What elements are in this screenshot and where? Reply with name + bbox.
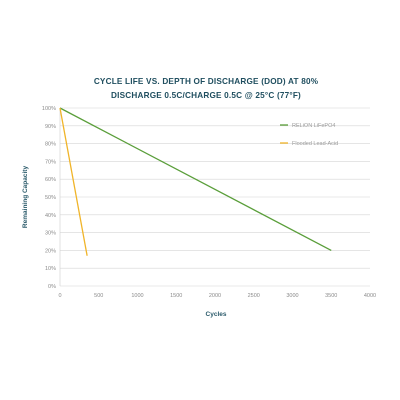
y-tick-label: 10% [45,266,56,272]
y-tick-label: 0% [48,284,56,290]
legend-label: Flooded Lead-Acid [292,141,338,147]
series-line [59,107,332,251]
x-tick-label: 2000 [209,293,221,299]
y-tick-label: 70% [45,159,56,165]
x-tick-label: 4000 [364,293,376,299]
x-tick-label: 3500 [325,293,337,299]
y-tick-label: 100% [42,106,56,112]
y-tick-label: 40% [45,213,56,219]
x-tick-label: 3000 [286,293,298,299]
grid-lines [59,107,370,287]
x-tick-label: 0 [58,293,61,299]
chart-title-line-1: CYCLE LIFE VS. DEPTH OF DISCHARGE (DOD) … [94,77,319,86]
x-tick-label: 1500 [170,293,182,299]
x-axis-title: Cycles [206,311,227,318]
y-tick-label: 60% [45,177,56,183]
y-tick-label: 80% [45,142,56,148]
x-axis-ticks: 0 500 1000 1500 2000 2500 3000 3500 4000 [58,293,376,299]
y-tick-label: 20% [45,248,56,254]
y-axis-ticks: 0% 10% 20% 30% 40% 50% 60% 70% 80% 90% 100% [42,106,56,290]
y-tick-label: 30% [45,231,56,237]
x-tick-label: 500 [94,293,103,299]
x-tick-label: 2500 [248,293,260,299]
x-tick-label: 1000 [131,293,143,299]
legend: RELiON LiFePO4 Flooded Lead-Acid [280,123,338,147]
legend-label: RELiON LiFePO4 [292,123,335,129]
chart-title-line-2: DISCHARGE 0.5C/CHARGE 0.5C @ 25°C (77°F) [111,91,301,100]
y-axis-title: Remaining Capacity [22,166,29,229]
y-tick-label: 50% [45,195,56,201]
series-lines [59,107,332,256]
series-line [59,107,88,256]
y-tick-label: 90% [45,124,56,130]
